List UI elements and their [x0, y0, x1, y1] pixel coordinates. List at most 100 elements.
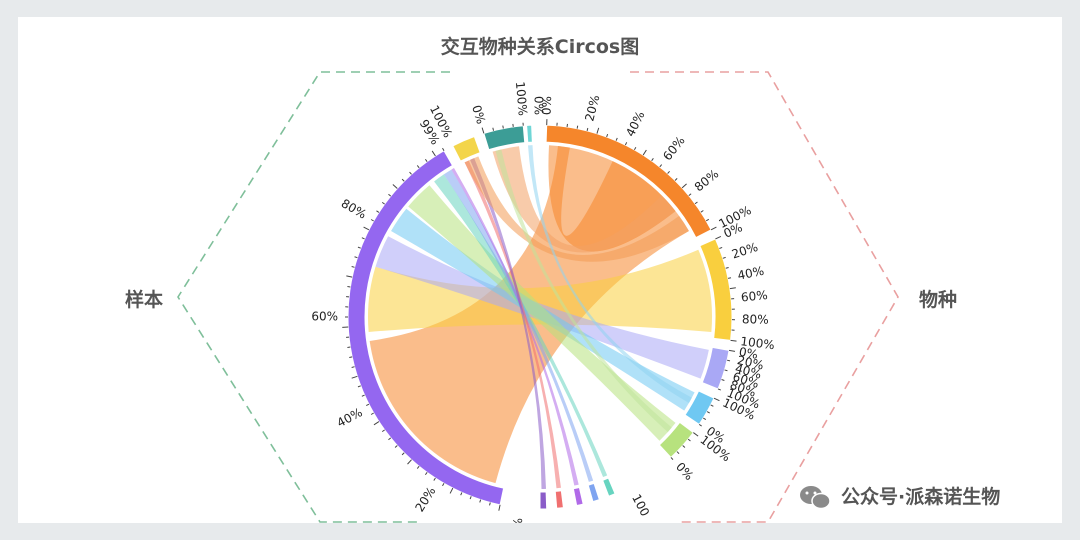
- bottom-tick-label-100: 100: [629, 492, 652, 519]
- tick-sample-purple-3: [469, 496, 472, 500]
- tick-sample-purple-40: [392, 184, 398, 189]
- arc-minor-red: [554, 490, 564, 509]
- ribbon-yellow-sample: [368, 249, 712, 332]
- tick-sample-purple-15: [373, 421, 380, 426]
- tick-sample-purple-18: [361, 394, 365, 397]
- tick-sample-purple-45: [431, 150, 436, 157]
- tick-sample-purple-8: [424, 472, 428, 476]
- tick-sample-purple-5: [449, 487, 454, 494]
- tick-species-orange-11: [651, 158, 654, 162]
- tick-sample-purple-17: [366, 403, 370, 406]
- tick-species-yellow-2: [722, 256, 726, 259]
- tick-species-orange-9: [633, 146, 637, 151]
- tick-sample-purple-12: [394, 445, 398, 448]
- tick-species-lightgreen-0: [693, 432, 699, 437]
- tick-species-orange-16: [688, 193, 692, 197]
- tick-sample-purple-34: [361, 237, 365, 240]
- tick-sample-purple-10: [407, 459, 412, 465]
- tick-marks: [342, 119, 737, 511]
- wechat-icon: [800, 486, 831, 510]
- tick-species-orange-3: [576, 125, 579, 129]
- left-dashed-outline: [177, 71, 450, 523]
- tick-species-lightgreen-4: [670, 457, 674, 460]
- tick-species-orange-4: [586, 127, 589, 131]
- chord-ribbons: [368, 145, 712, 489]
- tick-species-lavender-3: [721, 379, 725, 381]
- tick-species-yellow-4: [727, 277, 732, 279]
- cyan-tick-label-0: 0%: [532, 96, 546, 115]
- tick-species-orange-10: [642, 149, 647, 156]
- tick-sample-purple-20: [351, 375, 358, 379]
- orange-tick-label-4: 80%: [692, 167, 722, 195]
- tick-sample-teal-1: [492, 127, 495, 131]
- bottom-tick-label-0: 0%: [509, 517, 525, 523]
- tick-species-orange-17: [694, 201, 698, 205]
- tick-sample-purple-36: [370, 219, 374, 222]
- arc-species-lightgreen: [658, 421, 695, 459]
- tick-species-skyblue-1: [710, 404, 714, 407]
- teal-tick-label-100: 100%: [513, 81, 530, 116]
- circos-diagram: 交互物种关系Circos图 样本 物种 0% 20% 40% 60% 80% 100% 0%…: [18, 17, 1062, 523]
- tick-species-lavender-2: [724, 369, 728, 372]
- tick-species-orange-18: [700, 210, 704, 213]
- yellow-tick-label-4: 80%: [742, 312, 769, 326]
- arc-minor-teal: [602, 477, 616, 497]
- tick-species-lightgreen-1: [687, 438, 691, 442]
- circos-svg: 交互物种关系Circos图 样本 物种 0% 20%40%60%80%100%0%…: [125, 35, 1000, 523]
- tick-species-lavender-1: [726, 359, 731, 362]
- tick-sample-purple-19: [357, 385, 361, 388]
- watermark: 公众号·派森诺生物: [800, 485, 1000, 510]
- tick-sample-purple-11: [401, 452, 405, 456]
- tick-species-orange-5: [596, 127, 600, 134]
- arc-species-lavender: [701, 346, 730, 390]
- tick-species-lavender-0: [728, 349, 736, 352]
- tick-sample-purple-0: [498, 504, 501, 511]
- arc-species-skyblue: [684, 390, 715, 426]
- tick-species-yellow-10: [730, 339, 737, 342]
- arc-sample-teal: [483, 125, 526, 151]
- chord-arcs: [347, 124, 733, 510]
- tick-species-skyblue-4: [698, 423, 702, 427]
- tick-sample-purple-30: [346, 275, 353, 278]
- arc-sample-gold: [452, 135, 481, 162]
- sample-tick-label-1: 40%: [335, 405, 365, 430]
- yellow-tick-label-1: 20%: [730, 240, 760, 261]
- tick-species-orange-6: [606, 133, 609, 138]
- left-label-samples: 样本: [125, 288, 163, 311]
- tick-sample-purple-1: [489, 502, 491, 506]
- tick-species-yellow-1: [719, 246, 723, 249]
- tick-sample-purple-42: [409, 171, 412, 175]
- diagram-title: 交互物种关系Circos图: [441, 35, 639, 58]
- tick-species-skyblue-2: [706, 411, 710, 414]
- tick-species-skyblue-0: [713, 397, 720, 402]
- tick-species-orange-20: [710, 226, 717, 231]
- yellow-tick-label-5: 100%: [740, 334, 776, 352]
- tick-species-yellow-5: [729, 287, 736, 290]
- tick-sample-purple-41: [401, 178, 405, 182]
- tick-sample-purple-16: [370, 412, 374, 415]
- tick-sample-purple-46: [442, 147, 445, 151]
- tick-species-orange-12: [659, 164, 663, 168]
- orange-tick-label-2: 40%: [623, 109, 647, 139]
- sample-tick-label-2: 60%: [311, 310, 338, 324]
- watermark-text: 公众号·派森诺生物: [841, 485, 1000, 508]
- orange-tick-label-0: 0%: [540, 96, 555, 116]
- right-label-species: 物种: [919, 288, 957, 311]
- tick-species-lightgreen-2: [682, 445, 686, 448]
- tick-sample-purple-6: [442, 483, 445, 487]
- right-dashed-outline: [630, 71, 899, 523]
- sample-tick-label-3: 80%: [339, 196, 369, 221]
- ribbon-lightgreen-sample: [408, 185, 676, 441]
- tick-species-skyblue-3: [703, 417, 707, 421]
- tick-sample-purple-7: [433, 477, 436, 481]
- tick-sample-purple-39: [388, 193, 392, 197]
- tick-sample-purple-32: [354, 256, 358, 259]
- ribbon-teal-orange: [492, 146, 676, 253]
- orange-tick-label-1: 20%: [582, 93, 602, 122]
- tick-sample-purple-22: [349, 356, 353, 359]
- ribbon-gold-orange: [464, 156, 689, 262]
- tick-sample-teal-2: [502, 125, 504, 129]
- tick-sample-purple-21: [351, 366, 355, 368]
- tick-sample-purple-4: [460, 492, 463, 496]
- lavender-tick-label-1: 20%: [736, 353, 765, 372]
